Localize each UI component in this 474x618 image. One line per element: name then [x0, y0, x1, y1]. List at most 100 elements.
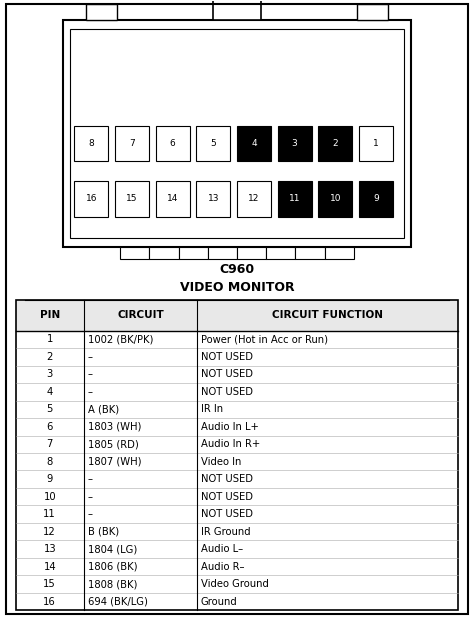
- Text: 6: 6: [170, 139, 175, 148]
- Text: 11: 11: [43, 509, 56, 519]
- Text: IR In: IR In: [201, 404, 223, 414]
- Text: 14: 14: [167, 195, 178, 203]
- Text: 2: 2: [46, 352, 53, 362]
- Text: 4: 4: [46, 387, 53, 397]
- Bar: [278, 181, 311, 217]
- Text: 13: 13: [208, 195, 219, 203]
- Text: NOT USED: NOT USED: [201, 370, 253, 379]
- Bar: [63, 20, 411, 247]
- Text: 12: 12: [43, 527, 56, 536]
- Text: 4: 4: [251, 139, 257, 148]
- Text: CIRCUIT FUNCTION: CIRCUIT FUNCTION: [272, 310, 383, 320]
- Text: 7: 7: [46, 439, 53, 449]
- Text: 13: 13: [44, 544, 56, 554]
- Bar: [359, 181, 393, 217]
- Text: 15: 15: [126, 195, 138, 203]
- Bar: [70, 29, 404, 239]
- Bar: [149, 247, 179, 258]
- Bar: [196, 125, 230, 161]
- Text: Audio R–: Audio R–: [201, 562, 244, 572]
- Text: 9: 9: [373, 195, 379, 203]
- Text: 2: 2: [332, 139, 338, 148]
- Bar: [325, 247, 354, 258]
- Text: A (BK): A (BK): [88, 404, 119, 414]
- Text: 9: 9: [46, 474, 53, 485]
- Text: NOT USED: NOT USED: [201, 474, 253, 485]
- Bar: [156, 181, 190, 217]
- Text: 7: 7: [129, 139, 135, 148]
- Text: PIN: PIN: [39, 310, 60, 320]
- Text: 12: 12: [248, 195, 260, 203]
- Bar: [266, 247, 295, 258]
- Bar: [213, 0, 261, 20]
- Text: 1804 (LG): 1804 (LG): [88, 544, 137, 554]
- Text: Audio L–: Audio L–: [201, 544, 243, 554]
- Text: Audio In R+: Audio In R+: [201, 439, 260, 449]
- Text: 11: 11: [289, 195, 301, 203]
- Bar: [196, 181, 230, 217]
- Text: 1807 (WH): 1807 (WH): [88, 457, 141, 467]
- Text: –: –: [88, 370, 92, 379]
- Text: NOT USED: NOT USED: [201, 387, 253, 397]
- Text: 6: 6: [46, 421, 53, 432]
- Text: VIDEO MONITOR: VIDEO MONITOR: [180, 281, 294, 294]
- Bar: [295, 247, 325, 258]
- Bar: [208, 247, 237, 258]
- Bar: [278, 125, 311, 161]
- Text: NOT USED: NOT USED: [201, 352, 253, 362]
- Bar: [86, 4, 117, 20]
- Bar: [237, 247, 266, 258]
- Text: –: –: [88, 492, 92, 502]
- Bar: [318, 125, 352, 161]
- Text: 1: 1: [46, 334, 53, 344]
- Text: 5: 5: [210, 139, 216, 148]
- Bar: [179, 247, 208, 258]
- Text: CIRCUIT: CIRCUIT: [117, 310, 164, 320]
- Text: 1808 (BK): 1808 (BK): [88, 579, 137, 589]
- Text: 1805 (RD): 1805 (RD): [88, 439, 138, 449]
- Text: 16: 16: [86, 195, 97, 203]
- Text: 10: 10: [329, 195, 341, 203]
- Bar: [115, 181, 149, 217]
- Text: 1002 (BK/PK): 1002 (BK/PK): [88, 334, 153, 344]
- Text: –: –: [88, 509, 92, 519]
- Text: 16: 16: [43, 597, 56, 607]
- Bar: [237, 181, 271, 217]
- Text: Video Ground: Video Ground: [201, 579, 269, 589]
- Bar: [357, 4, 388, 20]
- Bar: [16, 300, 458, 611]
- Bar: [359, 125, 393, 161]
- Text: 14: 14: [44, 562, 56, 572]
- Text: 1803 (WH): 1803 (WH): [88, 421, 141, 432]
- Bar: [120, 247, 149, 258]
- Text: –: –: [88, 387, 92, 397]
- Text: –: –: [88, 474, 92, 485]
- Text: Audio In L+: Audio In L+: [201, 421, 259, 432]
- Text: –: –: [88, 352, 92, 362]
- Text: 10: 10: [44, 492, 56, 502]
- Text: 3: 3: [292, 139, 298, 148]
- Text: 1806 (BK): 1806 (BK): [88, 562, 137, 572]
- Bar: [16, 300, 458, 331]
- Text: 5: 5: [46, 404, 53, 414]
- Text: 8: 8: [46, 457, 53, 467]
- Bar: [156, 125, 190, 161]
- Text: 3: 3: [46, 370, 53, 379]
- Text: Ground: Ground: [201, 597, 237, 607]
- Text: 8: 8: [89, 139, 94, 148]
- Bar: [74, 181, 109, 217]
- Text: Power (Hot in Acc or Run): Power (Hot in Acc or Run): [201, 334, 328, 344]
- Text: 1: 1: [373, 139, 379, 148]
- Bar: [74, 125, 109, 161]
- Bar: [115, 125, 149, 161]
- Text: 694 (BK/LG): 694 (BK/LG): [88, 597, 147, 607]
- Text: NOT USED: NOT USED: [201, 492, 253, 502]
- Text: Video In: Video In: [201, 457, 241, 467]
- Text: B (BK): B (BK): [88, 527, 119, 536]
- Bar: [237, 125, 271, 161]
- Text: IR Ground: IR Ground: [201, 527, 250, 536]
- Text: 15: 15: [43, 579, 56, 589]
- Text: C960: C960: [219, 263, 255, 276]
- Bar: [318, 181, 352, 217]
- Text: NOT USED: NOT USED: [201, 509, 253, 519]
